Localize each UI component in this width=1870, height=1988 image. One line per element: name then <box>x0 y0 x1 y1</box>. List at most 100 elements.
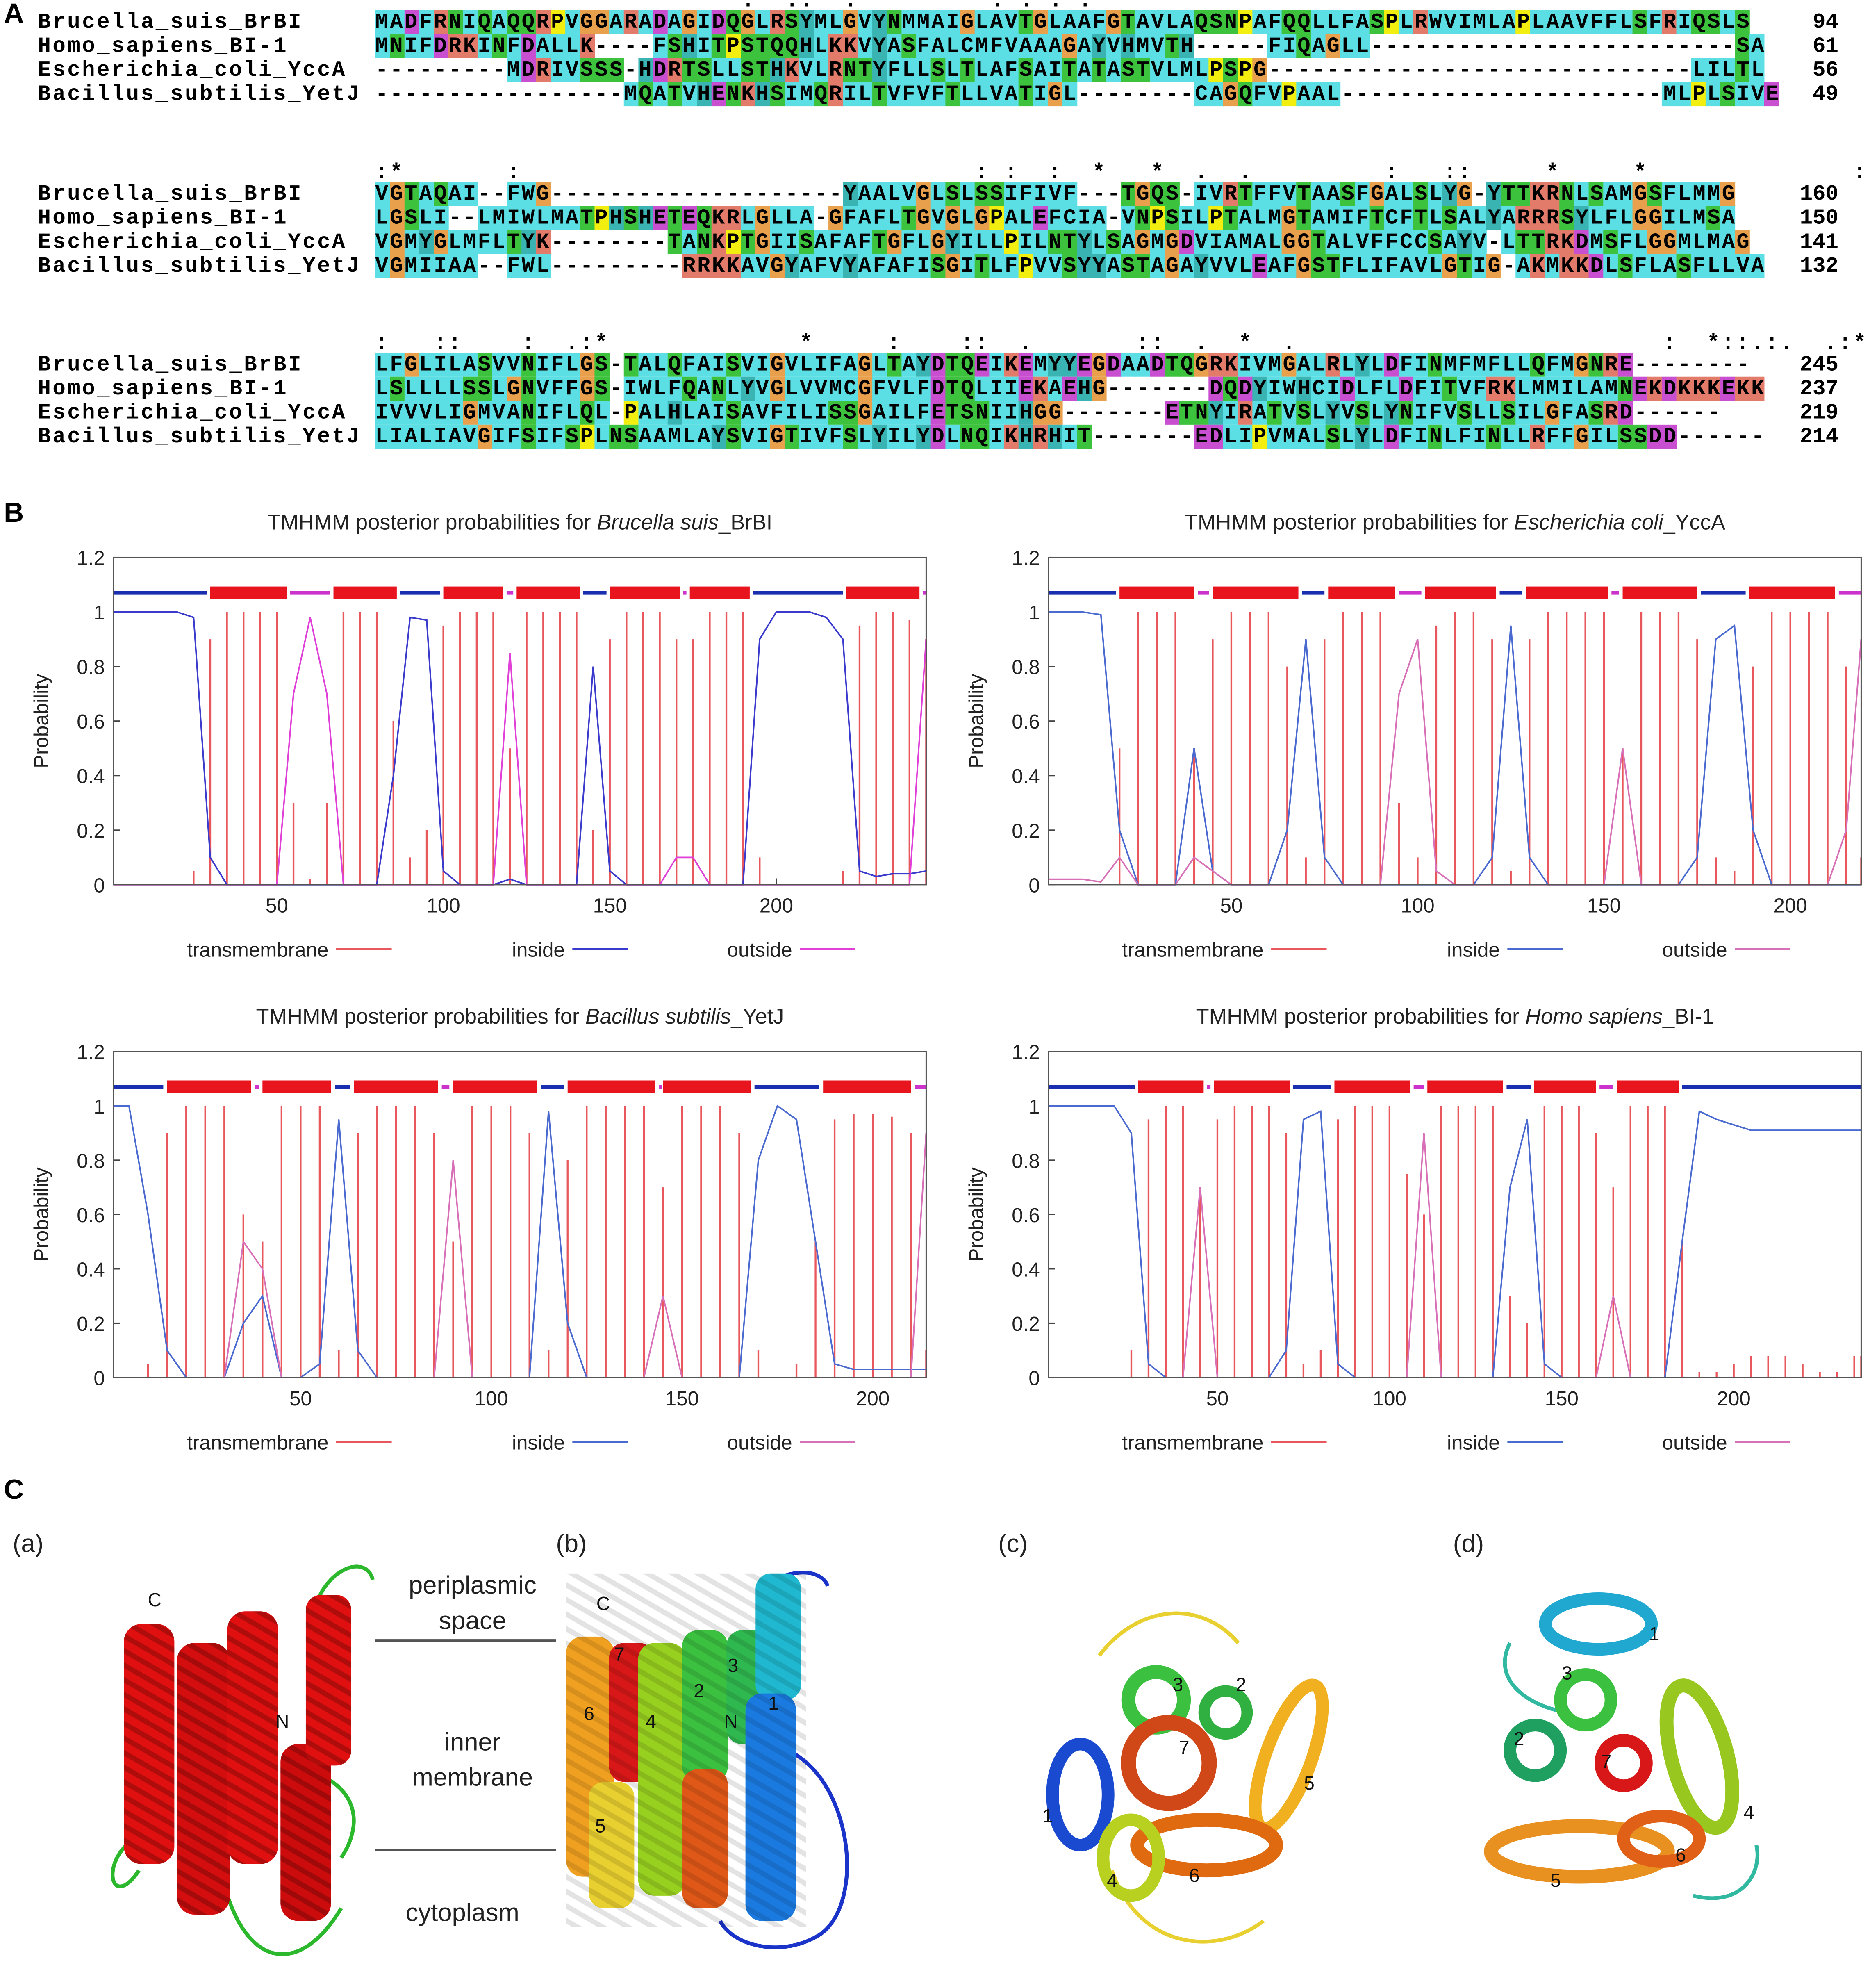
residue-highlight <box>1092 376 1107 401</box>
chart-title: TMHMM posterior probabilities for Homo s… <box>1196 1005 1714 1029</box>
residue-highlight <box>434 10 449 34</box>
residue-highlight <box>1705 254 1721 278</box>
topology-segment <box>210 586 287 599</box>
residue-highlight <box>1208 206 1224 230</box>
residue-highlight <box>551 401 566 425</box>
residue-highlight <box>887 34 902 58</box>
residue-highlight <box>1457 182 1472 206</box>
residue-highlight <box>536 34 551 58</box>
topology-segment <box>400 591 440 595</box>
residue-highlight <box>1501 182 1516 206</box>
residue-highlight <box>887 424 902 449</box>
residue-highlight <box>755 230 771 254</box>
residue-highlight <box>1369 230 1385 254</box>
residue-highlight <box>1486 206 1501 230</box>
residue-highlight <box>478 230 493 254</box>
residue-highlight <box>1092 206 1107 230</box>
residue-highlight <box>1530 182 1545 206</box>
residue-highlight <box>638 58 654 82</box>
residue-highlight <box>799 230 814 254</box>
residue-highlight <box>1296 353 1311 377</box>
residue-highlight <box>1165 10 1180 34</box>
residue-highlight <box>1238 206 1253 230</box>
residue-highlight <box>916 401 931 425</box>
residue-highlight <box>1238 10 1253 34</box>
residue-highlight <box>551 353 566 377</box>
residue-highlight <box>1764 82 1779 107</box>
residue-highlight <box>1092 353 1107 377</box>
residue-highlight <box>1705 376 1721 401</box>
residue-highlight <box>1018 58 1034 82</box>
chart-title: TMHMM posterior probabilities for Escher… <box>1185 511 1725 535</box>
residue-highlight <box>1413 230 1429 254</box>
membrane-label: periplasmic <box>409 1571 537 1599</box>
residue-highlight <box>1033 58 1048 82</box>
residue-highlight <box>1135 353 1151 377</box>
residue-highlight <box>1004 353 1019 377</box>
y-tick-label: 0.8 <box>77 1150 105 1172</box>
chart: TMHMM posterior probabilities for Escher… <box>965 511 1862 961</box>
residue-highlight <box>521 182 537 206</box>
residue-highlight <box>1033 424 1048 449</box>
helix <box>1097 1813 1165 1902</box>
residue-highlight <box>1033 10 1048 34</box>
residue-highlight <box>1340 353 1355 377</box>
residue-highlight <box>814 424 829 449</box>
residue-highlight <box>770 424 785 449</box>
residue-highlight <box>667 34 683 58</box>
residue-highlight <box>404 230 420 254</box>
residue-highlight <box>551 376 566 401</box>
residue-highlight <box>945 424 960 449</box>
residue-highlight <box>1413 353 1429 377</box>
residue-highlight <box>1340 254 1355 278</box>
residue-highlight <box>711 376 727 401</box>
residue-highlight <box>1457 353 1472 377</box>
residue-highlight <box>741 424 756 449</box>
y-tick-label: 1 <box>93 1095 105 1118</box>
residue-highlight <box>799 58 814 82</box>
residue-highlight <box>726 376 742 401</box>
residue-highlight <box>682 353 698 377</box>
residue-highlight <box>1179 254 1194 278</box>
y-tick-label: 0.8 <box>77 656 105 679</box>
residue-highlight <box>872 206 887 230</box>
residue-highlight <box>448 254 464 278</box>
y-tick-label: 1.2 <box>77 547 105 569</box>
residue-highlight <box>1676 10 1692 34</box>
residue-highlight <box>1238 424 1253 449</box>
residue-highlight <box>434 353 449 377</box>
sequence-name: Homo_sapiens_BI-1 <box>38 34 286 59</box>
residue-highlight <box>1413 254 1429 278</box>
subpanel-label: (b) <box>556 1529 587 1558</box>
residue-highlight <box>507 401 522 425</box>
residue-highlight <box>1281 206 1297 230</box>
residue-highlight <box>1048 82 1063 107</box>
residue-highlight <box>434 206 449 230</box>
residue-highlight <box>711 34 727 58</box>
residue-highlight <box>741 353 756 377</box>
x-tick-label: 100 <box>475 1387 508 1410</box>
residue-highlight <box>1530 206 1545 230</box>
helix-label: 7 <box>1179 1737 1190 1758</box>
residue-highlight <box>682 58 698 82</box>
residue-highlight <box>814 376 829 401</box>
residue-highlight <box>1457 230 1472 254</box>
sequence-end: 237 <box>1800 376 1838 401</box>
residue-highlight <box>872 254 887 278</box>
residue-highlight <box>726 10 742 34</box>
residue-highlight <box>741 254 756 278</box>
residue-highlight <box>1340 34 1355 58</box>
residue-highlight <box>960 34 975 58</box>
residue-highlight <box>507 182 522 206</box>
residue-highlight <box>1252 424 1267 449</box>
residue-highlight <box>1428 353 1443 377</box>
membrane-label: membrane <box>412 1763 533 1792</box>
helix-label: 1 <box>768 1693 779 1714</box>
residue-highlight <box>785 424 800 449</box>
chart-title-part: Bacillus subtilis <box>585 1005 731 1029</box>
residue-highlight <box>799 34 814 58</box>
residue-highlight <box>1252 82 1267 107</box>
residue-highlight <box>580 34 595 58</box>
helix <box>1198 1685 1253 1740</box>
residue-highlight <box>828 206 844 230</box>
